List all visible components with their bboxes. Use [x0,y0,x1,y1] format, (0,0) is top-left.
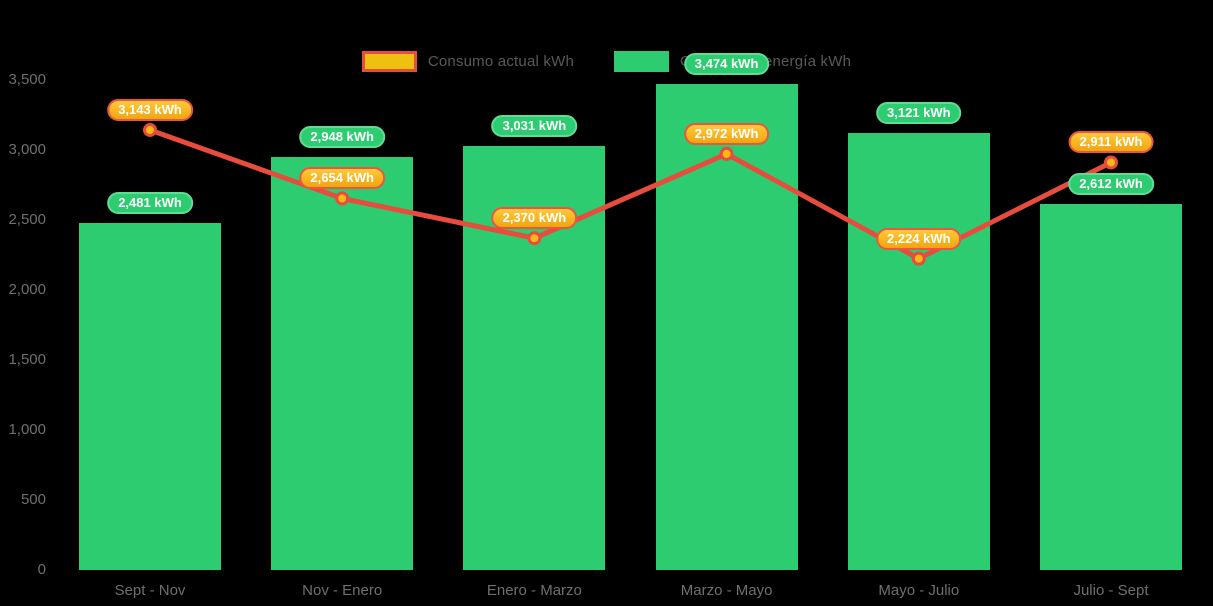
generation-value-badge: 2,948 kWh [299,126,385,149]
x-axis-category-label: Mayo - Julio [878,582,960,599]
y-axis-tick-label: 1,500 [8,351,46,368]
consumo-legend-swatch [361,51,417,72]
y-axis-tick-label: 3,000 [8,141,46,158]
consumption-value-badge: 2,911 kWh [1068,131,1154,154]
generation-bar[interactable] [1040,204,1182,570]
generation-value-badge: 3,474 kWh [683,52,770,75]
y-axis-tick-label: 0 [37,561,46,578]
chart-legend: Consumo actual kWh Generación energía kW… [0,51,1213,72]
x-axis-category-label: Sept - Nov [114,582,186,599]
legend-item-consumo[interactable]: Consumo actual kWh [361,51,574,72]
generation-value-badge: 3,031 kWh [491,114,578,137]
consumption-value-badge: 3,143 kWh [107,98,193,121]
x-axis-category-label: Enero - Marzo [486,582,582,599]
generation-bar[interactable] [847,133,990,570]
consumption-value-badge: 2,972 kWh [683,122,770,145]
generation-value-badge: 2,481 kWh [107,191,193,214]
consumption-point[interactable] [1104,155,1118,170]
x-axis-category-label: Nov - Enero [302,582,383,599]
consumo-legend-label: Consumo actual kWh [427,53,574,70]
x-axis-category-label: Marzo - Mayo [680,582,773,599]
y-axis-tick-label: 2,000 [8,281,46,298]
consumption-value-badge: 2,654 kWh [299,167,385,190]
consumption-value-badge: 2,370 kWh [491,207,578,230]
consumption-point[interactable] [143,122,157,137]
x-axis-category-label: Julio - Sept [1073,582,1149,599]
generation-bar[interactable] [79,222,221,570]
y-axis-tick-label: 3,500 [8,71,46,88]
y-axis-tick-label: 500 [20,491,46,508]
generation-value-badge: 3,121 kWh [876,102,962,125]
y-axis-tick-label: 1,000 [8,421,46,438]
generation-bar[interactable] [271,157,414,570]
generacion-legend-swatch [614,51,669,72]
consumption-value-badge: 2,224 kWh [876,227,962,250]
generation-value-badge: 2,612 kWh [1068,173,1154,196]
generation-bar[interactable] [655,83,798,570]
y-axis-tick-label: 2,500 [8,211,46,228]
